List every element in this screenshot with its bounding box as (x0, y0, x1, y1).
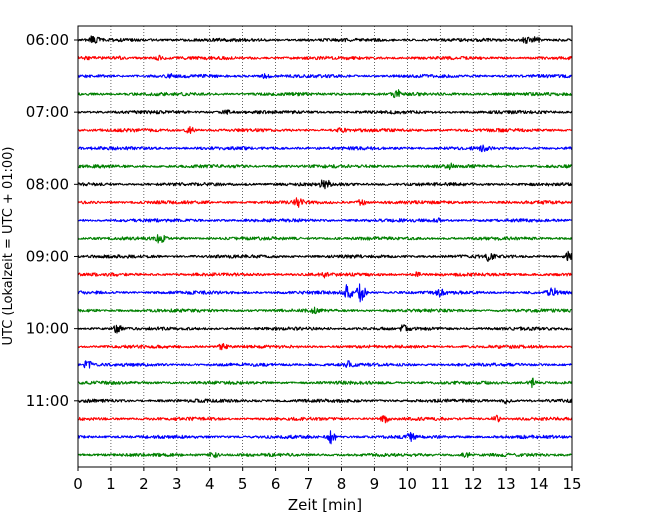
y-tick-label: 11:00 (26, 392, 69, 410)
y-axis-label: UTC (Lokalzeit = UTC + 01:00) (1, 147, 16, 346)
y-tick-label: 10:00 (26, 320, 69, 338)
trace-line (77, 234, 573, 244)
trace-line (77, 343, 573, 351)
trace-line (77, 324, 573, 334)
x-tick-label: 2 (139, 475, 149, 493)
trace-line (77, 109, 573, 115)
trace-line (77, 377, 573, 389)
y-tick-label: 08:00 (26, 175, 69, 193)
y-axis: 06:00 07:00 08:00 09:00 10:00 11:00 (26, 31, 78, 410)
y-tick-label: 06:00 (26, 31, 69, 49)
trace-line (77, 217, 573, 223)
x-axis: 0 1 2 3 4 5 6 7 8 9 10 11 12 13 14 15 (73, 467, 582, 493)
x-tick-label: 14 (530, 475, 549, 493)
x-tick-label: 0 (73, 475, 83, 493)
x-tick-label: 12 (464, 475, 483, 493)
x-tick-label: 1 (106, 475, 116, 493)
seismic-traces (77, 35, 573, 459)
trace-line (77, 250, 573, 262)
trace-line (77, 35, 573, 45)
trace-line (77, 162, 573, 171)
trace-line (77, 283, 573, 303)
trace-line (77, 360, 573, 369)
trace-line (77, 72, 573, 79)
x-tick-label: 7 (304, 475, 314, 493)
y-tick-label: 07:00 (26, 103, 69, 121)
trace-line (77, 125, 573, 135)
x-tick-label: 5 (238, 475, 248, 493)
plot-frame (77, 25, 573, 468)
trace-line (77, 306, 573, 315)
x-tick-label: 10 (398, 475, 417, 493)
x-tick-label: 9 (370, 475, 380, 493)
trace-line (77, 89, 573, 99)
x-axis-label: Zeit [min] (288, 496, 362, 514)
y-tick-label: 09:00 (26, 247, 69, 265)
x-tick-label: 8 (337, 475, 347, 493)
trace-line (77, 271, 573, 279)
trace-line (77, 398, 573, 405)
x-tick-label: 3 (172, 475, 182, 493)
trace-line (77, 197, 573, 208)
x-tick-label: 13 (497, 475, 516, 493)
trace-line (77, 414, 573, 424)
x-tick-label: 11 (431, 475, 450, 493)
trace-line (77, 451, 573, 459)
x-tick-label: 4 (205, 475, 215, 493)
trace-line (77, 54, 573, 61)
trace-line (77, 144, 573, 153)
trace-line (77, 179, 573, 190)
x-tick-label: 15 (562, 475, 581, 493)
trace-line (77, 430, 573, 445)
x-tick-label: 6 (271, 475, 281, 493)
